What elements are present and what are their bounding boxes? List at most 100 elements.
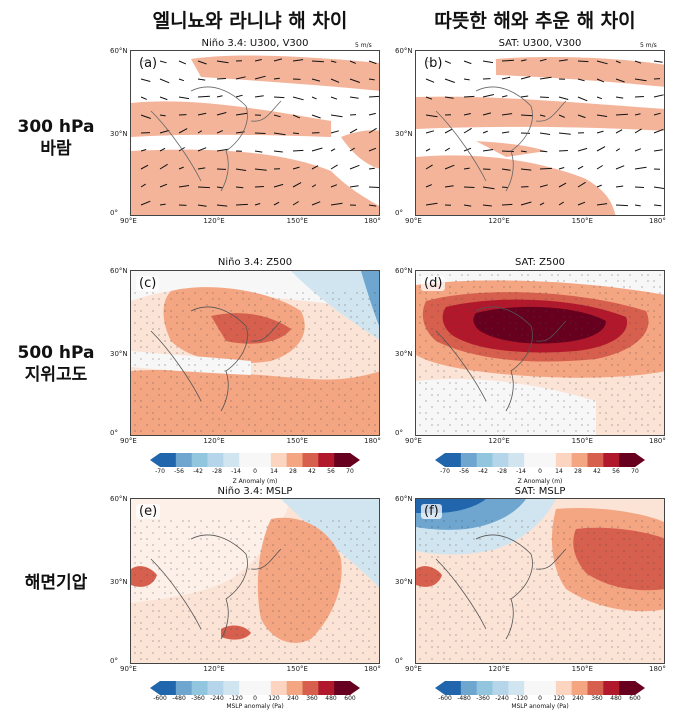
stipple-dot: [236, 586, 238, 588]
stipple-dot: [206, 316, 208, 318]
stipple-dot: [617, 400, 619, 402]
panel-f-label: (f): [421, 504, 442, 519]
stipple-dot: [314, 604, 316, 606]
stipple-dot: [449, 538, 451, 540]
stipple-dot: [527, 412, 529, 414]
stipple-dot: [623, 430, 625, 432]
stipple-dot: [419, 544, 421, 546]
colorbar-tick-label: 56: [327, 468, 335, 475]
stipple-dot: [497, 544, 499, 546]
stipple-dot: [449, 574, 451, 576]
wind-arrow: [577, 96, 588, 102]
stipple-dot: [248, 406, 250, 408]
stipple-dot: [467, 544, 469, 546]
panel-f-field: [416, 499, 664, 663]
lon-tick-label: 180°: [649, 437, 666, 445]
stipple-dot: [563, 580, 565, 582]
wind-arrow: [577, 78, 585, 82]
stipple-dot: [575, 520, 577, 522]
stipple-dot: [320, 622, 322, 624]
stipple-dot: [194, 562, 196, 564]
stipple-dot: [659, 364, 661, 366]
stipple-dot: [332, 652, 334, 654]
stipple-dot: [320, 520, 322, 522]
stipple-dot: [152, 418, 154, 420]
stipple-dot: [350, 298, 352, 300]
stipple-dot: [368, 550, 370, 552]
stipple-dot: [419, 274, 421, 276]
stipple-dot: [140, 328, 142, 330]
stipple-dot: [647, 616, 649, 618]
stipple-dot: [230, 376, 232, 378]
stipple-dot: [272, 340, 274, 342]
stipple-dot: [587, 340, 589, 342]
stipple-dot: [170, 538, 172, 540]
stipple-dot: [242, 400, 244, 402]
stipple-dot: [146, 424, 148, 426]
stipple-dot: [134, 310, 136, 312]
stipple-dot: [479, 346, 481, 348]
stipple-dot: [437, 556, 439, 558]
lat-tick-label: 30°N: [395, 350, 413, 358]
stipple-dot: [581, 406, 583, 408]
stipple-dot: [419, 568, 421, 570]
stipple-dot: [296, 598, 298, 600]
stipple-dot: [515, 430, 517, 432]
stipple-dot: [374, 526, 376, 528]
wind-arrow: [178, 78, 185, 82]
stipple-dot: [641, 640, 643, 642]
stipple-dot: [635, 418, 637, 420]
wind-arrow: [653, 128, 664, 134]
stipple-dot: [188, 646, 190, 648]
stipple-dot: [551, 586, 553, 588]
stipple-dot: [443, 598, 445, 600]
wind-arrow: [254, 203, 261, 206]
stipple-dot: [260, 346, 262, 348]
stipple-dot: [437, 646, 439, 648]
stipple-dot: [284, 304, 286, 306]
stipple-dot: [326, 322, 328, 324]
stipple-dot: [551, 286, 553, 288]
stipple-dot: [308, 598, 310, 600]
colorbar-tick-label: -56: [459, 468, 469, 475]
stipple-dot: [194, 370, 196, 372]
stipple-dot: [374, 646, 376, 648]
stipple-dot: [266, 544, 268, 546]
stipple-dot: [533, 598, 535, 600]
stipple-dot: [461, 640, 463, 642]
stipple-dot: [437, 616, 439, 618]
stipple-dot: [200, 640, 202, 642]
stipple-dot: [248, 424, 250, 426]
stipple-dot: [200, 622, 202, 624]
stipple-dot: [164, 544, 166, 546]
wind-arrow: [653, 94, 664, 98]
stipple-dot: [473, 298, 475, 300]
stipple-dot: [134, 352, 136, 354]
stipple-dot: [641, 298, 643, 300]
stipple-dot: [284, 622, 286, 624]
stipple-dot: [431, 610, 433, 612]
wind-arrow: [330, 78, 340, 83]
stipple-dot: [320, 568, 322, 570]
stipple-dot: [362, 310, 364, 312]
stipple-dot: [575, 592, 577, 594]
stipple-dot: [425, 352, 427, 354]
stipple-dot: [623, 280, 625, 282]
stipple-dot: [425, 604, 427, 606]
wind-arrow: [311, 78, 321, 82]
stipple-dot: [611, 298, 613, 300]
stipple-dot: [158, 394, 160, 396]
stipple-dot: [509, 658, 511, 660]
stipple-dot: [308, 424, 310, 426]
lon-tick-label: 150°E: [571, 437, 593, 445]
stipple-dot: [212, 562, 214, 564]
stipple-dot: [551, 388, 553, 390]
stipple-dot: [158, 334, 160, 336]
stipple-dot: [557, 280, 559, 282]
stipple-dot: [479, 376, 481, 378]
stipple-dot: [515, 412, 517, 414]
stipple-dot: [254, 592, 256, 594]
stipple-dot: [503, 430, 505, 432]
stipple-dot: [170, 658, 172, 660]
wind-arrow: [425, 202, 438, 206]
